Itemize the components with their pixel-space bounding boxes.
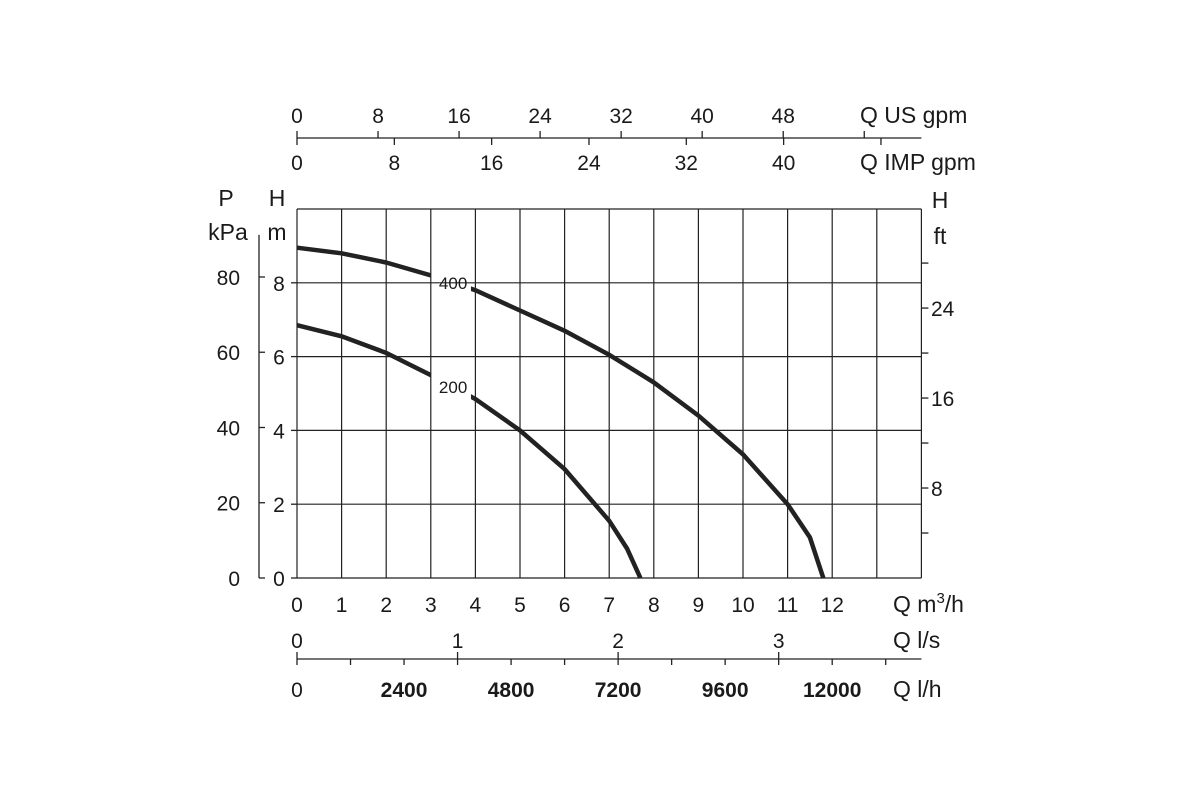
- lh-label: Q l/h: [893, 676, 942, 702]
- y-tick-label-m: 2: [273, 494, 285, 517]
- x-tick-label: 8: [648, 594, 660, 617]
- x-unit-base: Q m: [893, 591, 936, 617]
- y-tick-label-ft: 8: [931, 478, 943, 501]
- y-tick-label-m: 4: [273, 420, 285, 443]
- lh-tick-label: 2400: [381, 679, 428, 702]
- x-tick-label: 12: [821, 594, 844, 617]
- x-unit-sup: 3: [936, 590, 944, 607]
- y-tick-label-kpa: 0: [228, 568, 240, 591]
- x-tick-label: 3: [425, 594, 437, 617]
- ls-tick-label: 2: [612, 630, 624, 653]
- y-tick-label-m: 0: [273, 568, 285, 591]
- y-label-ft-unit: ft: [934, 223, 947, 249]
- x-tick-label: 10: [731, 594, 754, 617]
- us-gpm-label: Q US gpm: [860, 102, 967, 128]
- curve-200: [296, 323, 643, 579]
- x-tick-label: 2: [380, 594, 392, 617]
- us-gpm-tick-label: 40: [690, 105, 713, 128]
- curve-400: [296, 245, 826, 579]
- us-gpm-tick-label: 32: [609, 105, 632, 128]
- us-gpm-tick-label: 48: [772, 105, 795, 128]
- x-tick-label: 0: [291, 594, 303, 617]
- ls-label: Q l/s: [893, 627, 940, 653]
- y-tick-label-kpa: 80: [217, 267, 240, 290]
- imp-gpm-label: Q IMP gpm: [860, 149, 976, 175]
- x-tick-label: 7: [603, 594, 615, 617]
- y-tick-label-m: 6: [273, 347, 285, 370]
- imp-gpm-tick-label: 0: [291, 152, 303, 175]
- ls-tick-label: 1: [452, 630, 464, 653]
- lh-tick-label: 12000: [803, 679, 861, 702]
- ls-tick-label: 0: [291, 630, 303, 653]
- x-tick-label: 6: [559, 594, 571, 617]
- x-tick-label: 11: [777, 594, 799, 617]
- x-tick-label: 5: [514, 594, 526, 617]
- y-tick-label-ft: 24: [931, 298, 955, 321]
- us-gpm-tick-label: 0: [291, 105, 303, 128]
- y-tick-label-kpa: 60: [217, 342, 240, 365]
- lh-tick-label: 4800: [488, 679, 535, 702]
- us-gpm-tick-label: 16: [447, 105, 470, 128]
- x-unit-label: Q m3/h: [893, 590, 964, 617]
- us-gpm-tick-label: 8: [372, 105, 384, 128]
- imp-gpm-tick-label: 32: [675, 152, 698, 175]
- y-tick-label-kpa: 20: [217, 493, 240, 516]
- y-tick-label-kpa: 40: [217, 417, 240, 440]
- x-tick-label: 9: [693, 594, 705, 617]
- imp-gpm-tick-label: 16: [480, 152, 503, 175]
- y-label-kpa-p: P: [218, 185, 233, 211]
- x-tick-label: 4: [470, 594, 482, 617]
- y-label-ft-h: H: [932, 187, 949, 213]
- curve-label-400: 400: [439, 274, 467, 293]
- y-tick-label-ft: 16: [931, 388, 954, 411]
- grid: [296, 208, 923, 579]
- imp-gpm-tick-label: 24: [577, 152, 601, 175]
- y-tick-label-m: 8: [273, 273, 285, 296]
- ls-tick-label: 3: [773, 630, 785, 653]
- y-label-kpa-unit: kPa: [208, 219, 248, 245]
- lh-tick-label: 9600: [702, 679, 749, 702]
- x-unit-tail: /h: [945, 591, 964, 617]
- lh-tick-label: 7200: [595, 679, 642, 702]
- y-label-m-h: H: [269, 185, 286, 211]
- lh-tick-label: 0: [291, 679, 303, 702]
- us-gpm-tick-label: 24: [528, 105, 552, 128]
- imp-gpm-tick-label: 8: [388, 152, 400, 175]
- y-label-m-unit: m: [267, 219, 286, 245]
- x-tick-label: 1: [336, 594, 348, 617]
- curve-label-200: 200: [439, 378, 467, 397]
- curves: 400 200: [296, 245, 826, 579]
- imp-gpm-tick-label: 40: [772, 152, 795, 175]
